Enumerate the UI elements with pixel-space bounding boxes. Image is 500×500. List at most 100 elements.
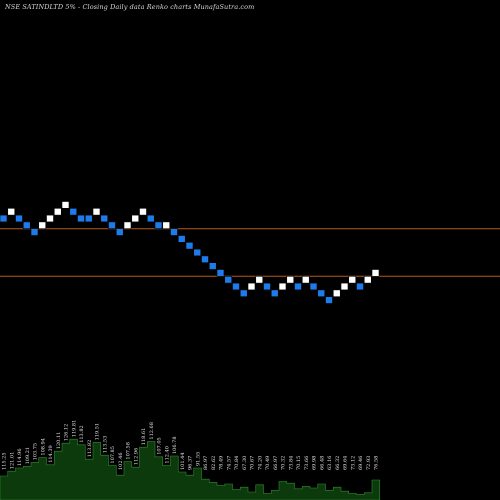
price-label-38: 73.84: [288, 456, 294, 470]
renko-brick-18: [131, 214, 140, 223]
renko-brick-21: [154, 221, 163, 229]
price-label-30: 74.57: [226, 456, 232, 470]
renko-brick-27: [201, 255, 209, 263]
renko-brick-15: [108, 221, 116, 229]
renko-brick-38: [286, 275, 295, 284]
renko-brick-29: [216, 269, 225, 277]
price-label-44: 66.32: [335, 456, 341, 470]
price-label-35: 70.49: [265, 456, 271, 470]
price-label-40: 73.66: [304, 456, 310, 470]
reference-lines: [0, 228, 500, 277]
price-label-41: 69.98: [312, 456, 318, 470]
price-label-43: 63.16: [327, 456, 333, 470]
price-label-32: 67.30: [242, 456, 248, 470]
price-label-1: 115.25: [2, 453, 8, 471]
price-label-4: 109.21: [25, 447, 31, 465]
price-label-48: 72.93: [366, 456, 372, 470]
price-label-34: 74.20: [257, 456, 263, 470]
renko-brick-1: [0, 214, 8, 223]
price-label-12: 113.82: [87, 440, 93, 458]
price-label-49: 76.58: [374, 456, 380, 470]
price-label-42: 66.48: [319, 456, 325, 470]
renko-brick-36: [270, 289, 279, 297]
price-label-9: 126.12: [64, 424, 70, 442]
renko-brick-5: [30, 228, 39, 236]
price-label-11: 113.82: [79, 425, 85, 443]
price-label-20: 112.68: [149, 422, 155, 440]
renko-brick-39: [294, 282, 302, 291]
renko-brick-43: [325, 296, 333, 304]
renko-brick-32: [239, 289, 248, 297]
renko-bricks: [0, 201, 380, 304]
chart-title: NSE SATINDLTD 5% - Closing Daily data Re…: [5, 3, 255, 11]
price-labels: 115.25 121.01 114.96 109.21 103.75 108.94 114.…: [2, 420, 380, 470]
renko-brick-7: [46, 214, 54, 223]
renko-brick-40: [301, 275, 310, 284]
renko-brick-25: [185, 242, 194, 250]
renko-brick-30: [224, 275, 233, 284]
renko-brick-2: [7, 208, 16, 216]
renko-brick-8: [53, 208, 62, 216]
renko-brick-20: [146, 214, 155, 223]
price-label-17: 107.58: [126, 442, 132, 460]
renko-brick-49: [371, 269, 380, 277]
price-label-2: 121.01: [9, 452, 15, 470]
renko-brick-47: [356, 282, 364, 291]
price-label-29: 78.49: [219, 456, 225, 470]
renko-brick-9: [61, 201, 70, 209]
renko-brick-4: [22, 221, 31, 229]
renko-brick-3: [15, 214, 23, 223]
price-label-6: 108.94: [40, 438, 46, 456]
price-label-16: 102.46: [118, 453, 124, 471]
price-label-28: 82.62: [211, 456, 217, 470]
price-label-8: 120.11: [56, 432, 62, 450]
renko-brick-41: [309, 282, 318, 291]
renko-brick-42: [317, 289, 326, 297]
renko-brick-10: [69, 208, 78, 216]
renko-brick-12: [84, 214, 93, 223]
renko-brick-23: [170, 228, 178, 236]
price-label-45: 69.64: [343, 456, 349, 470]
price-label-24: 101.44: [180, 453, 186, 471]
price-label-39: 70.15: [296, 456, 302, 470]
price-label-27: 86.97: [203, 456, 209, 470]
price-label-26: 91.55: [195, 452, 201, 466]
price-label-3: 114.96: [17, 449, 23, 467]
price-label-21: 107.05: [157, 437, 163, 455]
renko-brick-24: [177, 235, 186, 243]
renko-brick-46: [348, 275, 357, 284]
renko-brick-48: [363, 275, 372, 284]
price-label-18: 112.96: [133, 448, 139, 466]
price-label-5: 103.75: [33, 443, 39, 461]
price-label-36: 66.97: [273, 456, 279, 470]
renko-brick-19: [139, 208, 147, 216]
price-label-13: 119.51: [95, 423, 101, 441]
renko-brick-44: [332, 289, 341, 297]
price-label-25: 96.37: [188, 456, 194, 470]
renko-brick-11: [77, 214, 85, 223]
price-label-19: 118.61: [141, 428, 147, 446]
price-label-47: 69.46: [358, 456, 364, 470]
renko-brick-33: [247, 282, 256, 291]
volume-area: [0, 438, 381, 500]
volume-fill: [0, 438, 381, 500]
price-label-10: 119.81: [71, 420, 77, 438]
renko-brick-16: [115, 228, 124, 236]
renko-brick-22: [162, 221, 171, 229]
price-label-14: 113.53: [102, 436, 108, 454]
renko-brick-26: [193, 248, 202, 257]
renko-brick-13: [92, 208, 101, 216]
renko-brick-37: [278, 282, 287, 291]
renko-brick-35: [263, 282, 271, 291]
renko-brick-31: [232, 282, 240, 291]
renko-brick-45: [340, 282, 349, 291]
price-label-15: 107.85: [110, 446, 116, 464]
renko-brick-28: [208, 262, 217, 270]
price-label-31: 70.84: [234, 456, 240, 470]
price-label-22: 112.40: [164, 446, 170, 464]
price-label-46: 73.12: [350, 456, 356, 470]
price-label-23: 106.78: [172, 437, 178, 455]
renko-brick-17: [123, 221, 132, 229]
price-label-37: 70.32: [281, 456, 287, 470]
